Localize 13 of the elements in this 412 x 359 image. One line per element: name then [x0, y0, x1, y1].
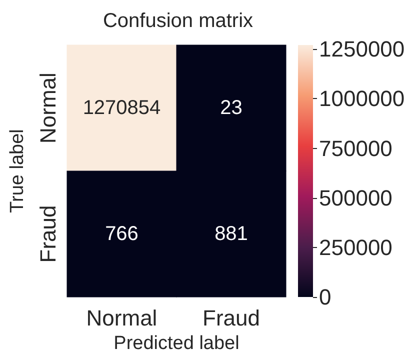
- x-axis-title: Predicted label: [114, 332, 240, 354]
- color-bar-label: 0: [319, 284, 332, 310]
- color-bar-label: 250000: [319, 234, 392, 260]
- color-bar-label: 1250000: [319, 36, 405, 62]
- data-label: 23: [220, 97, 242, 119]
- color-bar-label: 1000000: [319, 86, 405, 112]
- color-bar-label: 750000: [319, 136, 392, 161]
- data-label: 881: [214, 223, 248, 245]
- color-bar-label: 500000: [319, 185, 392, 210]
- chart-title: Confusion matrix: [102, 10, 254, 32]
- data-label: 1270854: [82, 97, 161, 119]
- y-axis-title: True label: [7, 129, 28, 213]
- data-label: 766: [105, 223, 138, 245]
